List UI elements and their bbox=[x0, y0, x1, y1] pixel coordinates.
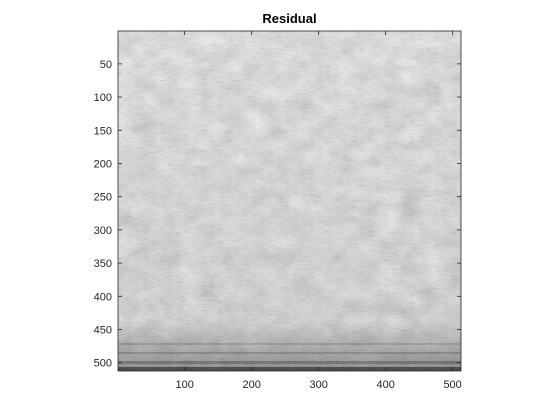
heatmap-image bbox=[118, 31, 461, 371]
band-row-1 bbox=[118, 343, 461, 345]
y-tick-label: 350 bbox=[94, 258, 112, 270]
y-tick-label: 100 bbox=[94, 92, 112, 104]
y-tick-label: 150 bbox=[94, 125, 112, 137]
axes-box bbox=[117, 30, 462, 372]
y-tick-label: 300 bbox=[94, 225, 112, 237]
band-row-3 bbox=[118, 361, 461, 364]
x-axis-ticks: 100 200 300 400 500 bbox=[175, 31, 462, 391]
x-tick-label: 500 bbox=[443, 379, 461, 391]
y-tick-label: 500 bbox=[94, 358, 112, 370]
y-tick-label: 50 bbox=[100, 59, 112, 71]
heatmap-bottom-shade bbox=[118, 31, 461, 371]
x-tick-label: 100 bbox=[175, 379, 193, 391]
y-tick-label: 450 bbox=[94, 324, 112, 336]
y-tick-label: 250 bbox=[94, 192, 112, 204]
band-row-4 bbox=[118, 367, 461, 371]
y-tick-label: 400 bbox=[94, 291, 112, 303]
y-tick-label: 200 bbox=[94, 158, 112, 170]
chart-title: Residual bbox=[262, 11, 316, 26]
y-axis-ticks: 50 100 150 200 250 300 350 400 450 500 bbox=[94, 59, 461, 370]
x-tick-label: 400 bbox=[376, 379, 394, 391]
x-tick-label: 200 bbox=[242, 379, 260, 391]
x-tick-label: 300 bbox=[309, 379, 327, 391]
band-row-2 bbox=[118, 352, 461, 354]
